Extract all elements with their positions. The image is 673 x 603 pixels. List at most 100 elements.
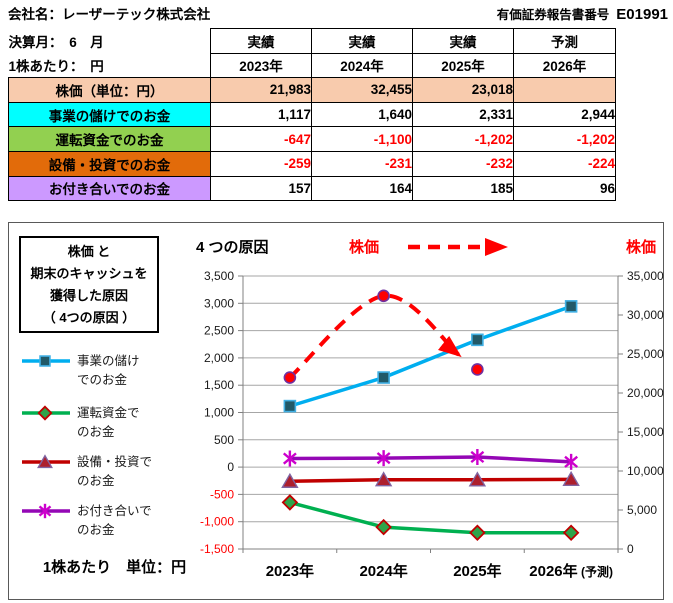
series-0 bbox=[283, 300, 578, 413]
svg-text:3,000: 3,000 bbox=[204, 296, 234, 310]
svg-text:2025年: 2025年 bbox=[453, 562, 501, 580]
fiscal-month-label: 決算月： 6 月 bbox=[8, 34, 104, 50]
report-number-value: E01991 bbox=[616, 6, 668, 23]
svg-text:2,000: 2,000 bbox=[204, 351, 234, 365]
legend-item-1[interactable]: 運転資金で のお金 bbox=[21, 403, 201, 442]
table-row-working-capital: 運転資金でのお金 -647 -1,100 -1,202 -1,202 bbox=[8, 126, 616, 152]
row-label-investment[interactable]: 設備・投資でのお金 bbox=[8, 150, 211, 177]
cell-working-2025[interactable]: -1,202 bbox=[412, 126, 514, 152]
svg-text:2,500: 2,500 bbox=[204, 324, 234, 338]
info-box-line: （ 4つの原因 ） bbox=[42, 309, 136, 325]
legend-swatch-icon bbox=[22, 503, 70, 519]
company-name: 会社名：レーザーテック株式会社 bbox=[8, 7, 211, 22]
cell-investment-2024[interactable]: -231 bbox=[311, 150, 413, 177]
col-status-2024[interactable]: 実績 bbox=[311, 28, 413, 54]
legend-swatch-icon bbox=[22, 454, 70, 469]
table-row-investment: 設備・投資でのお金 -259 -231 -232 -224 bbox=[8, 150, 616, 177]
financial-table: 決算月： 6 月 実績 実績 実績 予測 1株あたり： 円 2023年 2024… bbox=[8, 28, 616, 202]
cell-stock-2026[interactable] bbox=[513, 77, 616, 103]
report-number-group: 有価証券報告書番号 E01991 bbox=[497, 4, 668, 23]
svg-text:25,000: 25,000 bbox=[627, 347, 664, 361]
chart-info-box: 株価 と 期末のキャッシュを 獲得した原因 （ 4つの原因 ） bbox=[19, 236, 159, 333]
cell-stock-2023[interactable]: 21,983 bbox=[210, 77, 312, 103]
page-header: 会社名：レーザーテック株式会社 有価証券報告書番号 E01991 bbox=[8, 3, 668, 23]
series-3 bbox=[282, 448, 579, 470]
row-label-financing[interactable]: お付き合いでのお金 bbox=[8, 175, 211, 202]
col-status-2026[interactable]: 予測 bbox=[513, 28, 616, 54]
svg-text:-1,500: -1,500 bbox=[200, 542, 234, 556]
cell-working-2024[interactable]: -1,100 bbox=[311, 126, 413, 152]
legend-swatch-icon bbox=[22, 405, 70, 421]
col-year-2024[interactable]: 2024年 bbox=[311, 52, 413, 79]
cell-investment-2025[interactable]: -232 bbox=[412, 150, 514, 177]
info-box-line: 獲得した原因 bbox=[49, 287, 128, 303]
info-box-line: 株価 と bbox=[67, 243, 111, 259]
unit-note: 1株あたり 単位：円 bbox=[42, 559, 187, 576]
svg-text:1,000: 1,000 bbox=[204, 406, 234, 420]
cell-operating-2024[interactable]: 1,640 bbox=[311, 101, 413, 128]
row-label-working-capital[interactable]: 運転資金でのお金 bbox=[8, 126, 211, 152]
svg-text:2026年 (予測): 2026年 (予測) bbox=[529, 562, 613, 580]
col-status-2023[interactable]: 実績 bbox=[210, 28, 312, 54]
cell-financing-2023[interactable]: 157 bbox=[210, 175, 312, 202]
stock-price-dashed-arrow-icon bbox=[405, 236, 527, 258]
legend-label: 事業の儲け でのお金 bbox=[77, 354, 140, 387]
svg-text:0: 0 bbox=[627, 542, 634, 556]
table-row-years: 1株あたり： 円 2023年 2024年 2025年 2026年 bbox=[8, 52, 616, 79]
table-row-stock-price: 株価（単位：円） 21,983 32,455 23,018 bbox=[8, 77, 616, 103]
legend-label: 運転資金で のお金 bbox=[77, 406, 140, 439]
stock-price-label-left: 株価 bbox=[349, 239, 380, 256]
cell-financing-2024[interactable]: 164 bbox=[311, 175, 413, 202]
series-4 bbox=[283, 289, 484, 384]
x-axis-labels: 2023年 2024年 2025年 2026年 (予測) bbox=[266, 562, 613, 580]
table-row-financing: お付き合いでのお金 157 164 185 96 bbox=[8, 175, 616, 202]
info-box-line: 期末のキャッシュを bbox=[30, 265, 148, 281]
col-year-2023[interactable]: 2023年 bbox=[210, 52, 312, 79]
cell-financing-2026[interactable]: 96 bbox=[513, 175, 616, 202]
svg-text:2024年: 2024年 bbox=[359, 562, 407, 580]
svg-text:20,000: 20,000 bbox=[627, 386, 664, 400]
left-axis-labels: -1,500 -1,000 -500 0 500 1,000 1,500 2,000 2,500… bbox=[200, 269, 243, 556]
row-label-operating-cash[interactable]: 事業の儲けでのお金 bbox=[8, 101, 211, 128]
cell-working-2026[interactable]: -1,202 bbox=[513, 126, 616, 152]
row-label-stock-price[interactable]: 株価（単位：円） bbox=[8, 77, 211, 103]
cell-working-2023[interactable]: -647 bbox=[210, 126, 312, 152]
legend-swatch-icon bbox=[22, 355, 70, 367]
series-2 bbox=[281, 470, 580, 488]
svg-text:15,000: 15,000 bbox=[627, 425, 664, 439]
chart-title: 4 つの原因 bbox=[196, 239, 269, 256]
table-row-status: 決算月： 6 月 実績 実績 実績 予測 bbox=[8, 28, 616, 54]
legend-item-2[interactable]: 設備・投資で のお金 bbox=[21, 452, 201, 491]
cell-operating-2026[interactable]: 2,944 bbox=[513, 101, 616, 128]
cell-stock-2025[interactable]: 23,018 bbox=[412, 77, 514, 103]
svg-text:30,000: 30,000 bbox=[627, 308, 664, 322]
svg-text:500: 500 bbox=[214, 433, 234, 447]
stock-price-label-right: 株価 bbox=[625, 239, 656, 256]
svg-text:35,000: 35,000 bbox=[627, 269, 664, 283]
cell-investment-2026[interactable]: -224 bbox=[513, 150, 616, 177]
gridlines bbox=[243, 275, 618, 550]
legend-item-3[interactable]: お付き合いで のお金 bbox=[21, 501, 201, 540]
cell-financing-2025[interactable]: 185 bbox=[412, 175, 514, 202]
svg-text:-1,000: -1,000 bbox=[200, 515, 234, 529]
cell-operating-2025[interactable]: 2,331 bbox=[412, 101, 514, 128]
svg-text:1,500: 1,500 bbox=[204, 378, 234, 392]
cell-operating-2023[interactable]: 1,117 bbox=[210, 101, 312, 128]
series-1 bbox=[281, 494, 580, 542]
svg-text:0: 0 bbox=[227, 460, 234, 474]
col-year-2026[interactable]: 2026年 bbox=[513, 52, 616, 79]
axis-lines bbox=[242, 276, 619, 553]
svg-text:2023年: 2023年 bbox=[266, 562, 314, 580]
col-year-2025[interactable]: 2025年 bbox=[412, 52, 514, 79]
col-status-2025[interactable]: 実績 bbox=[412, 28, 514, 54]
chart-panel: 株価 と 期末のキャッシュを 獲得した原因 （ 4つの原因 ） 4 つの原因 株… bbox=[8, 222, 664, 600]
svg-text:3,500: 3,500 bbox=[204, 269, 234, 283]
legend-label: 設備・投資で のお金 bbox=[77, 455, 153, 488]
per-share-label: 1株あたり： 円 bbox=[8, 59, 104, 75]
legend-item-0[interactable]: 事業の儲け でのお金 bbox=[21, 351, 201, 390]
svg-text:-500: -500 bbox=[210, 487, 234, 501]
svg-text:10,000: 10,000 bbox=[627, 464, 664, 478]
right-axis-labels: 0 5,000 10,000 15,000 20,000 25,000 30,000 35,0… bbox=[618, 269, 664, 556]
cell-investment-2023[interactable]: -259 bbox=[210, 150, 312, 177]
cell-stock-2024[interactable]: 32,455 bbox=[311, 77, 413, 103]
